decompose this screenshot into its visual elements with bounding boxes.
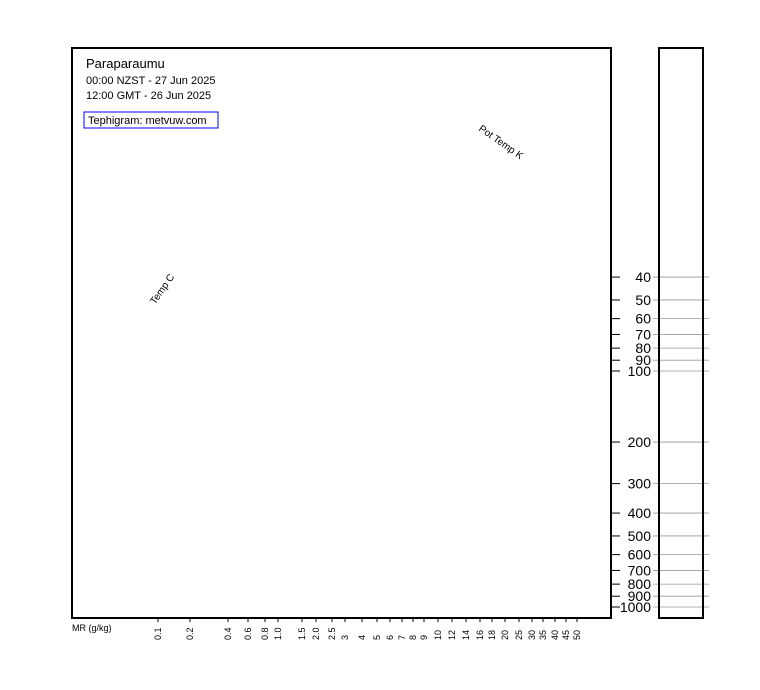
utc-time: 12:00 GMT - 26 Jun 2025 [86,90,211,102]
pressure-label: 900 [628,588,652,604]
mixing-ratio-axis-label: MR (g/kg) [72,623,112,633]
plot-frame [71,47,612,619]
pressure-label: 500 [628,528,652,544]
mixing-ratio-tick-label: 3 [340,635,350,640]
pressure-label: 70 [635,326,651,342]
mixing-ratio-tick-label: 45 [561,630,571,640]
mixing-ratio-tick-label: 5 [372,635,382,640]
mixing-ratio-ticks: 0.1 0.2 0.4 0.6 0.8 1.0 1.5 2.0 2.5 3 4 5 6 7 8 9 10 12 14… [153,618,582,640]
pressure-label: 800 [628,576,652,592]
station-title: Paraparaumu [86,56,165,71]
pressure-label: 90 [635,352,651,368]
mixing-ratio-tick-label: 50 [572,630,582,640]
mixing-ratio-tick-label: 4 [357,635,367,640]
pressure-label: 50 [635,292,651,308]
mixing-ratio-tick-label: 0.4 [223,627,233,640]
mixing-ratio-tick-label: 16 [475,630,485,640]
pressure-label: 80 [635,340,651,356]
pressure-label: 1000 [620,599,651,615]
pressure-label: 400 [628,505,652,521]
mixing-ratio-tick-label: 20 [500,630,510,640]
mixing-ratio-tick-label: 9 [419,635,429,640]
pressure-label: 60 [635,311,651,327]
pressure-label: 100 [628,363,652,379]
mixing-ratio-tick-label: 6 [385,635,395,640]
mixing-ratio-tick-label: 1.0 [273,627,283,640]
pressure-label: 200 [628,434,652,450]
mixing-ratio-tick-label: 40 [550,630,560,640]
mixing-ratio-tick-label: 18 [487,630,497,640]
pressure-label: 700 [628,562,652,578]
mixing-ratio-tick-label: 7 [397,635,407,640]
mixing-ratio-tick-label: 0.2 [185,627,195,640]
pressure-label: 300 [628,476,652,492]
mixing-ratio-tick-label: 2.5 [327,627,337,640]
credit-box [83,111,219,129]
mixing-ratio-tick-label: 0.8 [260,627,270,640]
mixing-ratio-tick-label: 14 [461,630,471,640]
pressure-label: 600 [628,547,652,563]
local-time: 00:00 NZST - 27 Jun 2025 [86,75,215,87]
mixing-ratio-tick-label: 8 [408,635,418,640]
mixing-ratio-tick-label: 10 [433,630,443,640]
mixing-ratio-tick-label: 35 [538,630,548,640]
pressure-label: 40 [635,269,651,285]
credit-link[interactable]: Tephigram: metvuw.com [88,115,207,127]
mixing-ratio-tick-label: 0.1 [153,627,163,640]
mixing-ratio-tick-label: 0.6 [243,627,253,640]
mixing-ratio-tick-label: 25 [514,630,524,640]
mixing-ratio-tick-label: 2.0 [311,627,321,640]
mixing-ratio-tick-label: 1.5 [297,627,307,640]
wind-panel [658,47,704,619]
mixing-ratio-tick-label: 12 [447,630,457,640]
mixing-ratio-tick-label: 30 [527,630,537,640]
